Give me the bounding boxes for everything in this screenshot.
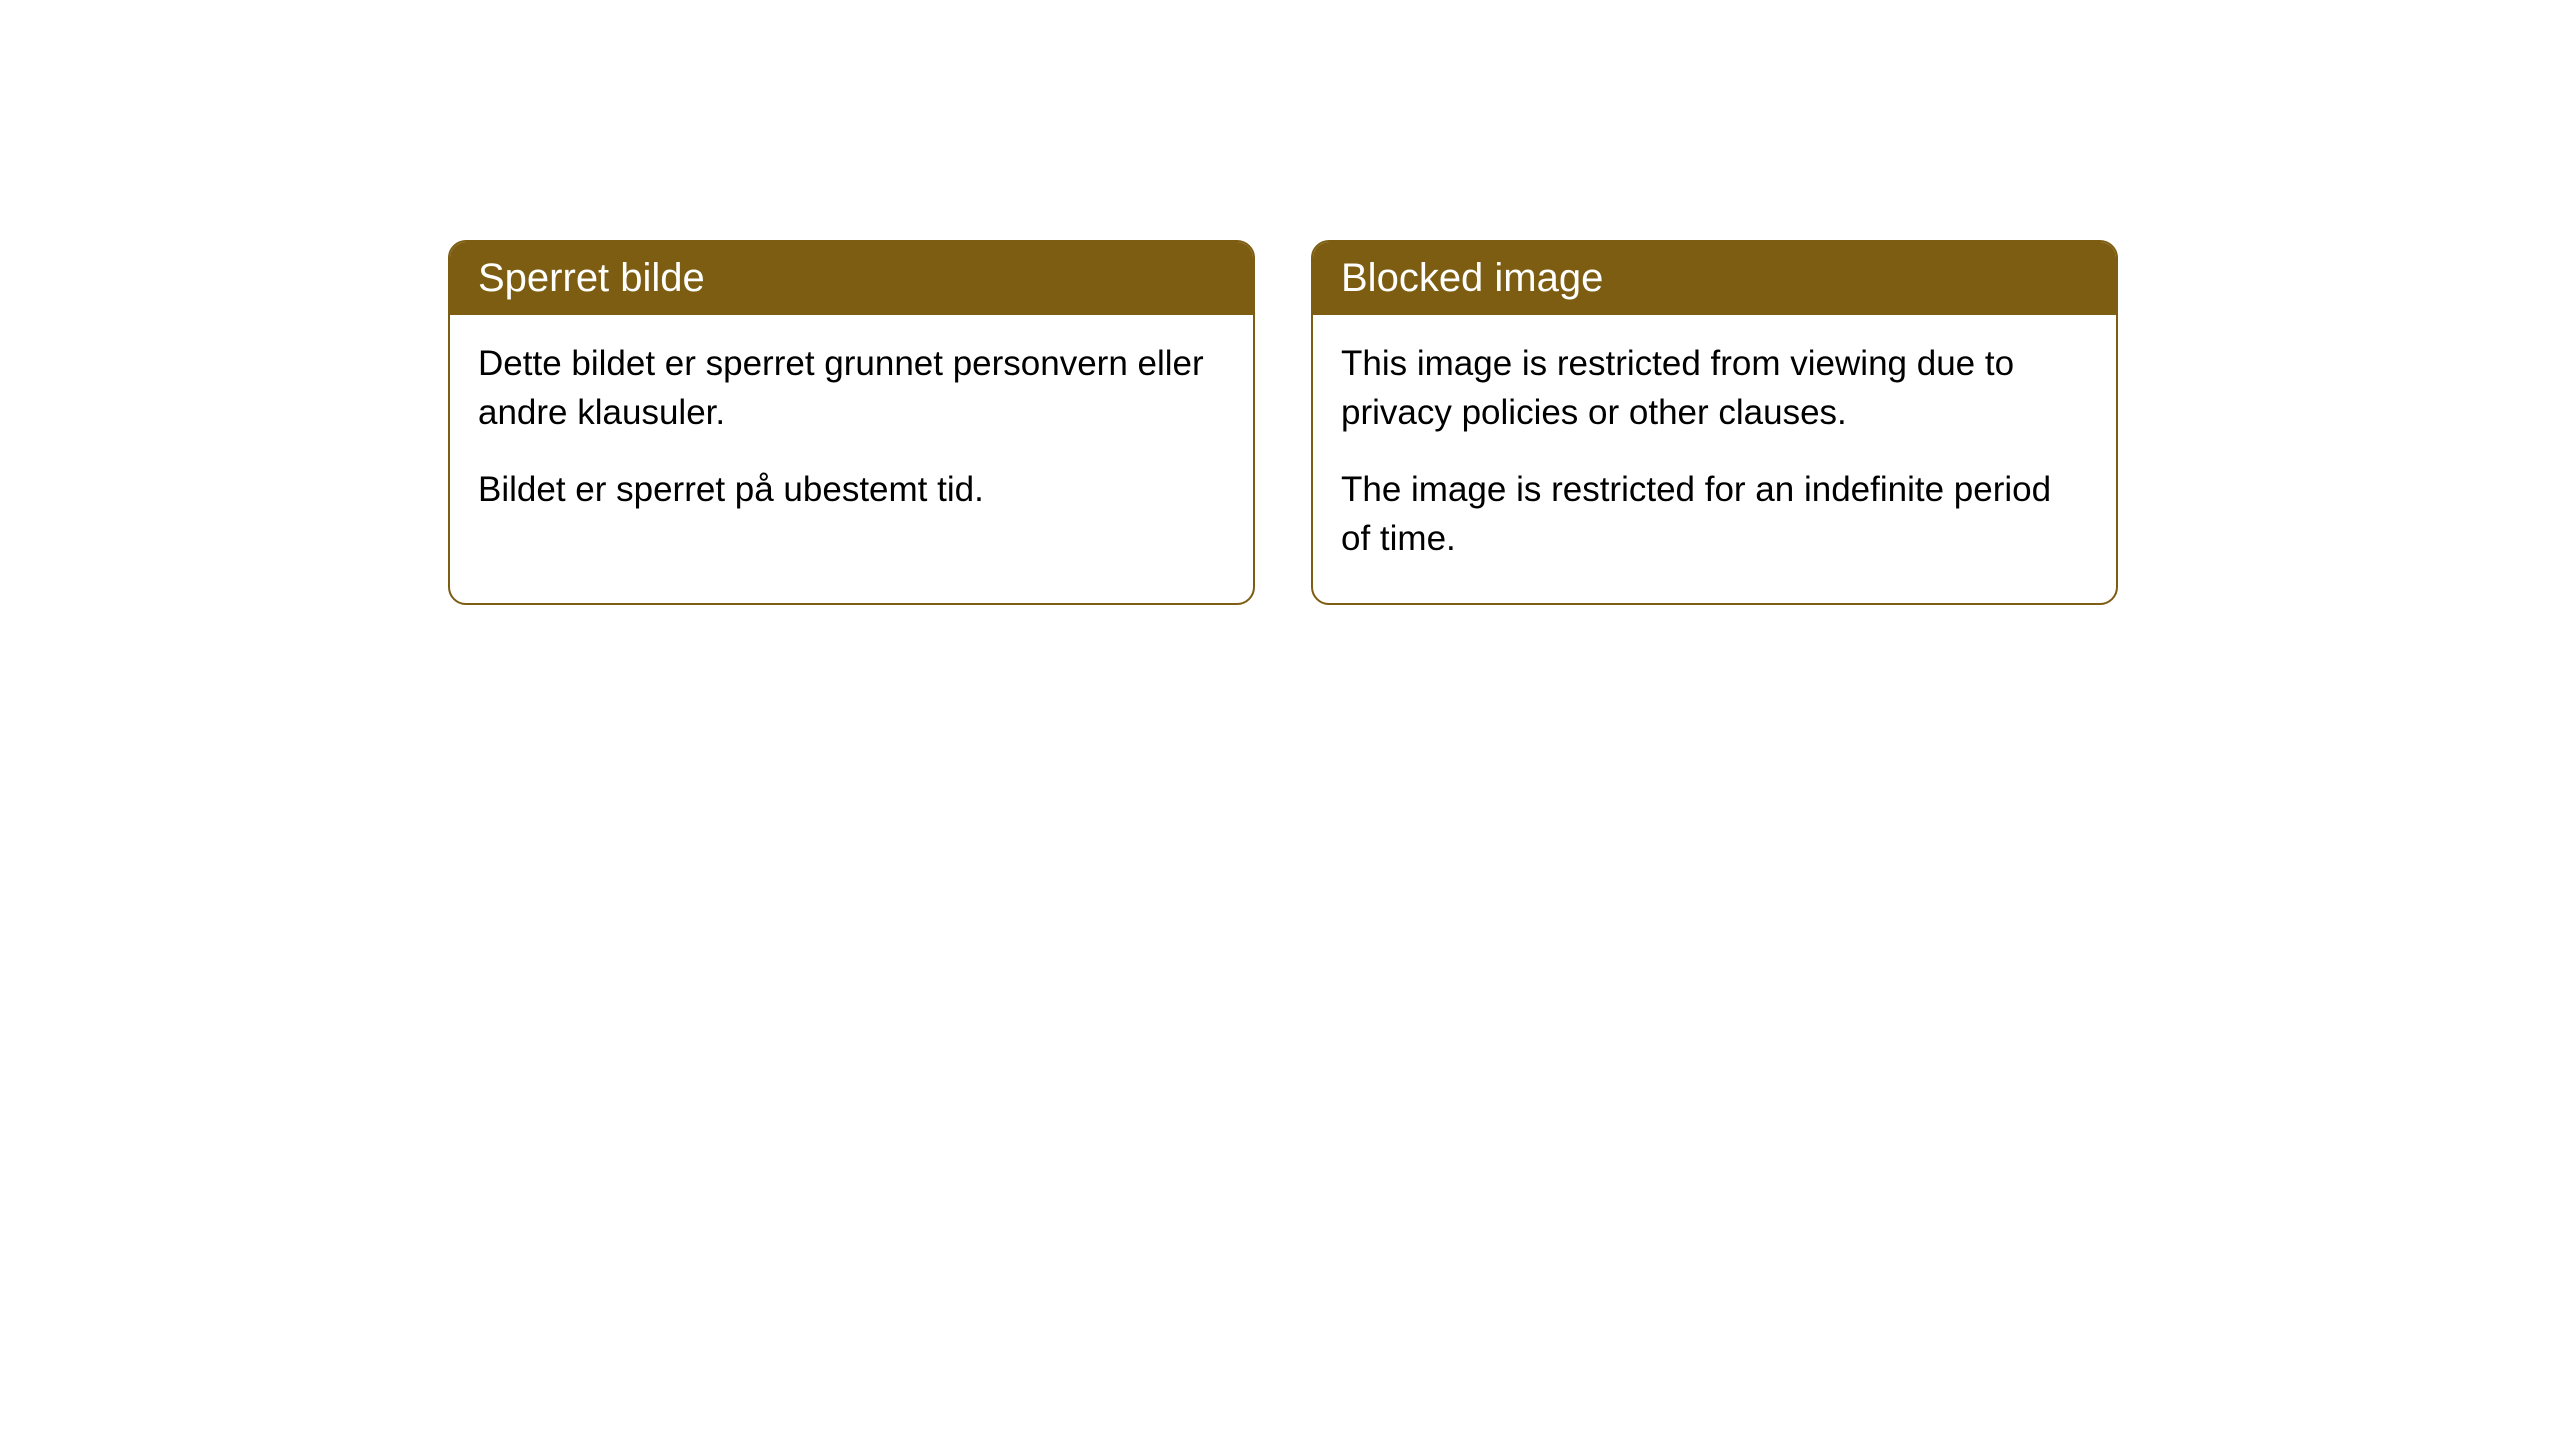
blocked-image-card-norwegian: Sperret bilde Dette bildet er sperret gr… xyxy=(448,240,1255,605)
card-paragraph-norwegian-2: Bildet er sperret på ubestemt tid. xyxy=(478,465,1225,514)
card-paragraph-english-2: The image is restricted for an indefinit… xyxy=(1341,465,2088,563)
card-body-norwegian: Dette bildet er sperret grunnet personve… xyxy=(450,315,1253,554)
card-header-english: Blocked image xyxy=(1313,242,2116,315)
card-title-norwegian: Sperret bilde xyxy=(478,256,705,300)
blocked-image-card-english: Blocked image This image is restricted f… xyxy=(1311,240,2118,605)
card-paragraph-english-1: This image is restricted from viewing du… xyxy=(1341,339,2088,437)
card-title-english: Blocked image xyxy=(1341,256,1603,300)
notice-cards-container: Sperret bilde Dette bildet er sperret gr… xyxy=(448,240,2118,605)
card-paragraph-norwegian-1: Dette bildet er sperret grunnet personve… xyxy=(478,339,1225,437)
card-header-norwegian: Sperret bilde xyxy=(450,242,1253,315)
card-body-english: This image is restricted from viewing du… xyxy=(1313,315,2116,603)
